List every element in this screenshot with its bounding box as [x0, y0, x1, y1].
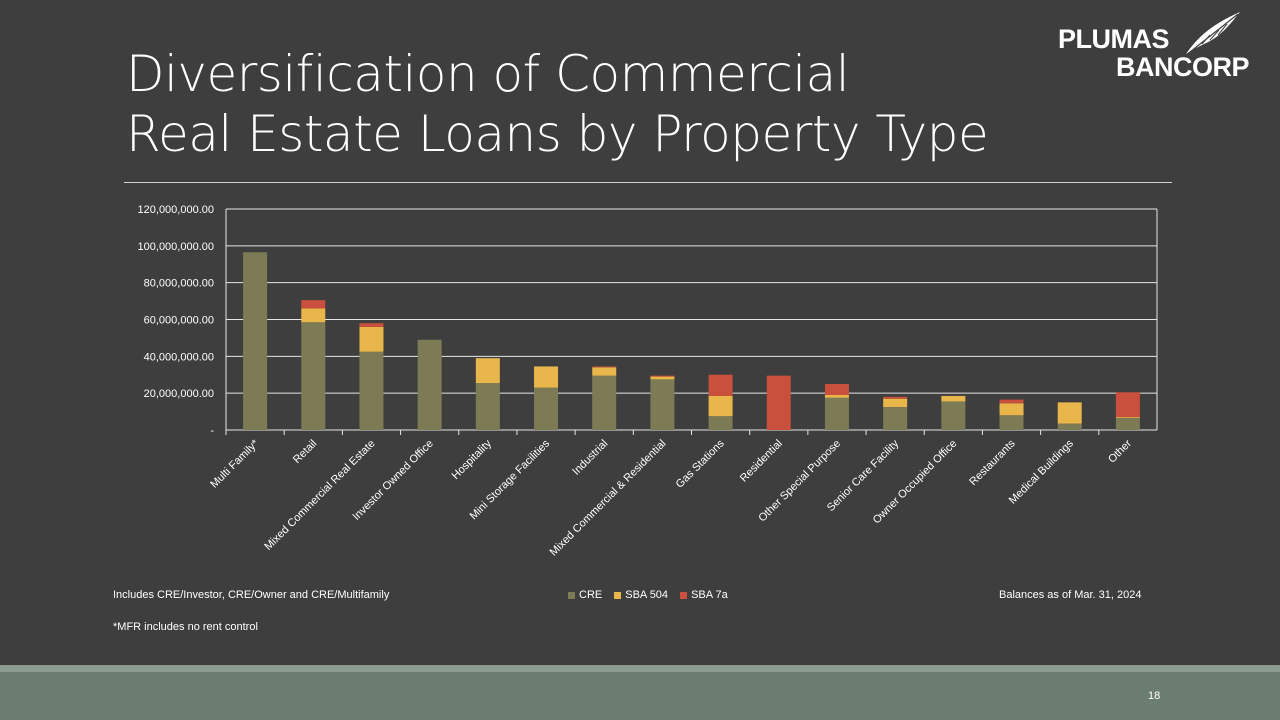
- bar-segment-cre: [301, 322, 326, 430]
- legend-label-sba7a: SBA 7a: [691, 589, 728, 601]
- bar-segment-sba-504: [883, 398, 908, 407]
- bar-segment-cre: [417, 339, 442, 430]
- legend-swatch-sba7a: [680, 591, 688, 599]
- bar-segment-cre: [475, 383, 500, 430]
- bar-segment-cre: [592, 375, 617, 430]
- slide-title-line-1: Diversification of Commercial: [126, 45, 850, 103]
- y-tick-label: -: [210, 425, 214, 437]
- bar-segment-sba-7a: [592, 366, 617, 368]
- y-tick-label: 80,000,000.00: [144, 278, 214, 290]
- x-tick-label: Gas Stations: [674, 437, 727, 490]
- bar-segment-sba-504: [650, 376, 675, 380]
- slide-title: Diversification of Commercial Real Estat…: [126, 44, 989, 164]
- logo-line-2: BANCORP: [1116, 52, 1250, 82]
- x-tick-label: Other: [1106, 437, 1134, 465]
- slide-title-line-2: Real Estate Loans by Property Type: [126, 105, 989, 163]
- y-tick-label: 40,000,000.00: [144, 351, 214, 363]
- bar-segment-cre: [650, 379, 675, 430]
- x-tick-label: Retail: [291, 438, 319, 466]
- bar-segment-sba-504: [534, 366, 559, 388]
- bar-segment-cre: [534, 387, 559, 430]
- page-number: 18: [1148, 690, 1161, 702]
- bar-segment-sba-504: [941, 395, 966, 402]
- legend-item-cre: CRE: [568, 589, 602, 601]
- x-tick-label: Hospitality: [450, 437, 495, 482]
- legend-label-cre: CRE: [579, 589, 603, 601]
- x-tick-label: Residential: [738, 438, 785, 485]
- footer-band: [0, 665, 1280, 720]
- footnote-balances-date: Balances as of Mar. 31, 2024: [999, 589, 1142, 601]
- bar-segment-cre: [941, 401, 966, 430]
- legend-swatch-sba504: [614, 591, 622, 599]
- bar-segment-sba-504: [475, 358, 500, 384]
- bar-segment-cre: [1115, 418, 1140, 430]
- x-tick-label: Mixed Commercial & Residential: [548, 438, 669, 559]
- footer-band-accent: [0, 665, 1280, 672]
- footnote-mfr: *MFR includes no rent control: [113, 621, 258, 633]
- chart-bars: [243, 252, 1140, 430]
- logo-line-1: PLUMAS: [1058, 24, 1170, 54]
- bar-segment-sba-504: [824, 395, 849, 398]
- bar-segment-sba-7a: [708, 374, 733, 396]
- bar-segment-sba-504: [999, 403, 1024, 416]
- bar-segment-sba-7a: [1115, 392, 1140, 418]
- bar-segment-sba-504: [592, 367, 617, 376]
- x-tick-label: Restaurants: [967, 437, 1018, 488]
- plumas-bancorp-logo: PLUMAS BANCORP: [1058, 10, 1270, 84]
- y-axis-tick-labels: - 20,000,000.00 40,000,000.00 60,000,000.00…: [138, 204, 215, 437]
- bar-segment-sba-7a: [301, 300, 326, 309]
- y-tick-label: 20,000,000.00: [144, 388, 214, 400]
- legend-item-sba7a: SBA 7a: [680, 589, 728, 601]
- legend-label-sba504: SBA 504: [625, 589, 669, 601]
- bar-segment-sba-504: [1115, 417, 1140, 419]
- bar-segment-sba-7a: [883, 396, 908, 399]
- bar-segment-cre: [708, 416, 733, 430]
- y-tick-label: 120,000,000.00: [138, 204, 214, 216]
- chart-gridlines: [225, 208, 1158, 435]
- bar-segment-sba-504: [359, 326, 384, 352]
- feather-icon: [1186, 12, 1240, 54]
- bar-segment-sba-7a: [766, 375, 791, 430]
- bar-segment-cre: [243, 252, 268, 430]
- bar-segment-sba-7a: [359, 323, 384, 327]
- cre-loans-bar-chart: - 20,000,000.00 40,000,000.00 60,000,000.00…: [138, 204, 1158, 559]
- bar-segment-cre: [999, 415, 1024, 430]
- x-tick-label: Industrial: [570, 438, 610, 478]
- footnote-includes: Includes CRE/Investor, CRE/Owner and CRE…: [113, 589, 390, 601]
- bar-segment-sba-7a: [824, 383, 849, 396]
- legend-item-sba504: SBA 504: [614, 589, 668, 601]
- chart-legend: CRE SBA 504 SBA 7a: [568, 589, 728, 601]
- bar-segment-sba-504: [708, 395, 733, 417]
- y-tick-label: 100,000,000.00: [138, 241, 214, 253]
- bar-segment-cre: [824, 397, 849, 430]
- y-tick-label: 60,000,000.00: [144, 315, 214, 327]
- x-tick-label: Multi Family*: [208, 437, 262, 491]
- bar-segment-cre: [883, 406, 908, 430]
- x-tick-label: Medical Buildings: [1007, 437, 1076, 506]
- bar-segment-sba-7a: [999, 399, 1024, 404]
- title-divider: [124, 182, 1172, 183]
- bar-segment-sba-504: [1057, 402, 1082, 424]
- bar-segment-cre: [359, 351, 384, 430]
- bar-segment-cre: [1057, 423, 1082, 430]
- x-tick-label: Mixed Commercial Real Estate: [262, 438, 377, 553]
- bar-segment-sba-504: [301, 308, 326, 323]
- bar-segment-sba-7a: [650, 375, 675, 377]
- legend-swatch-cre: [568, 591, 575, 599]
